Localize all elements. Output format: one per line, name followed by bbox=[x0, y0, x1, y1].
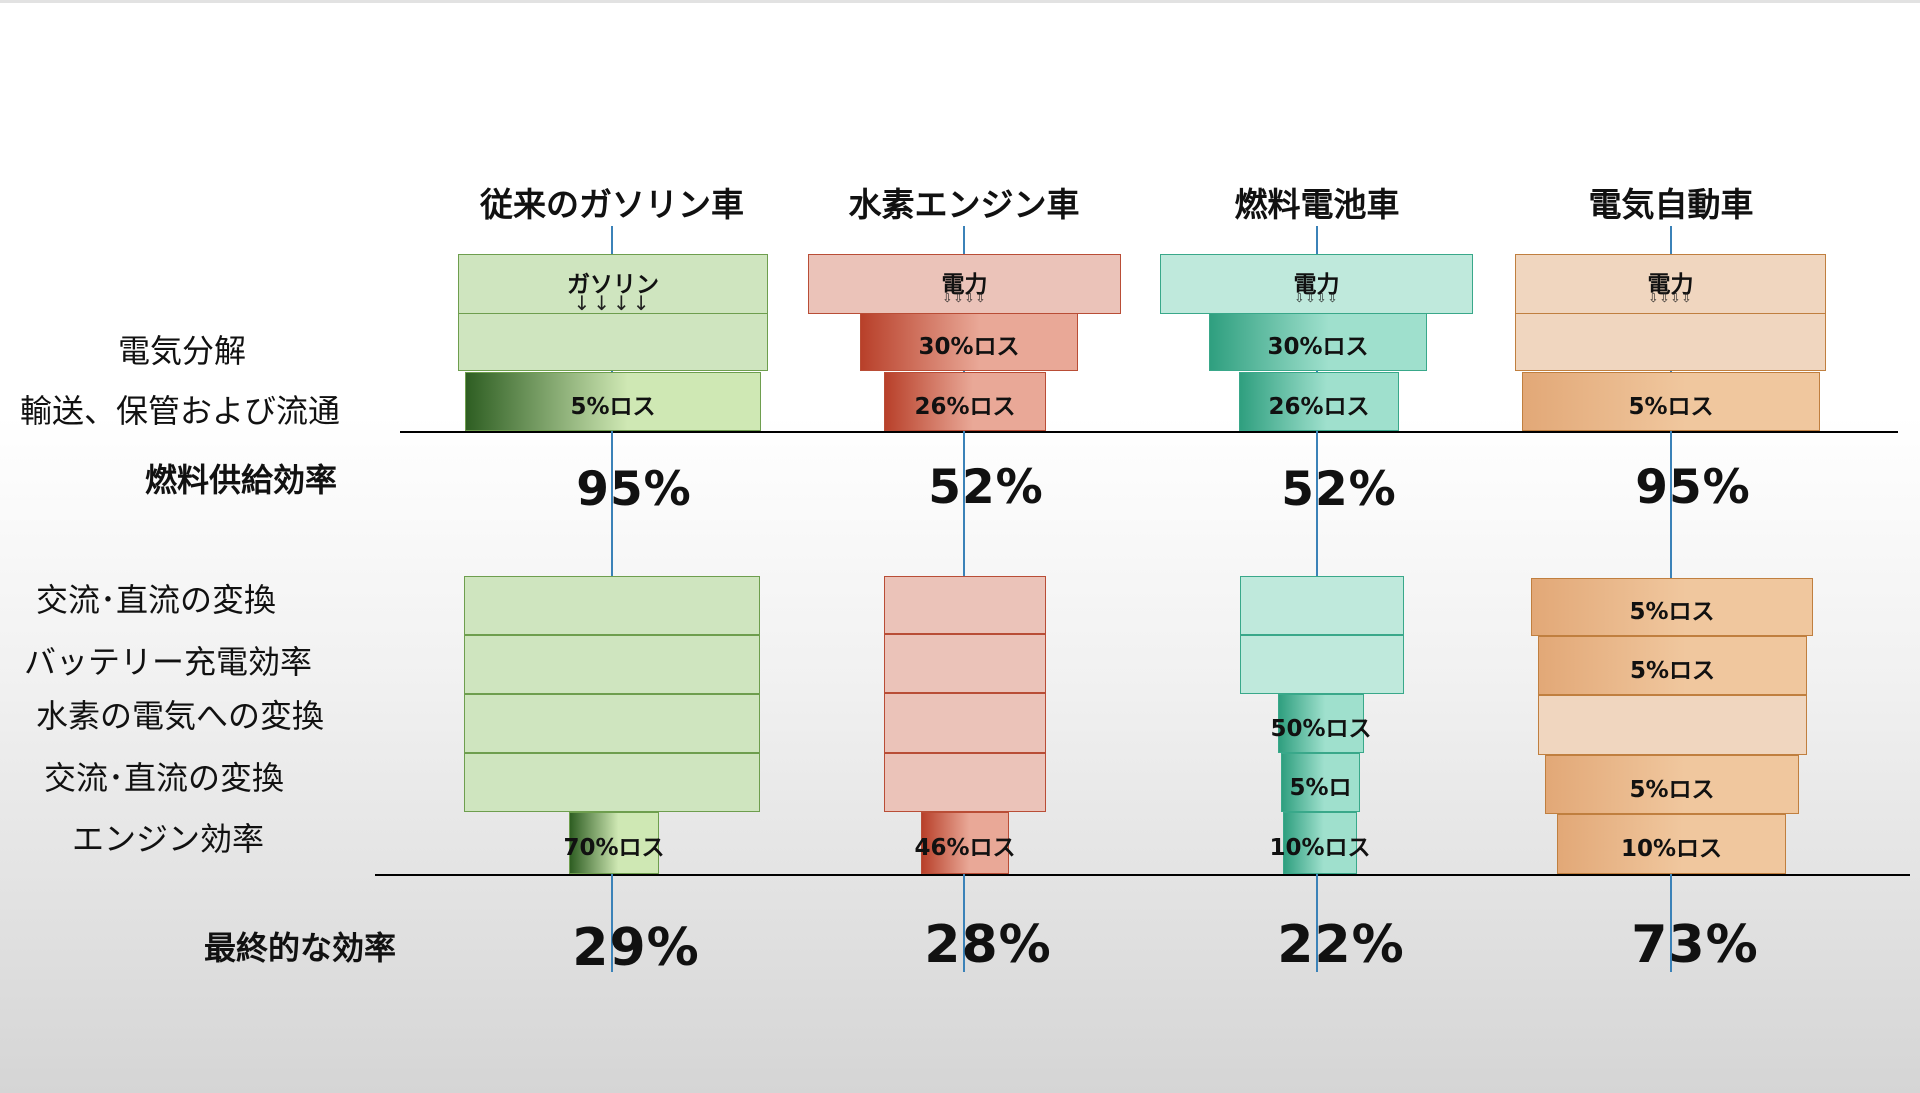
col3-conversion-block-5-label: 10%ロス bbox=[1269, 835, 1371, 861]
col3-conversion-block-5: 10%ロス bbox=[1269, 812, 1371, 874]
col2-conversion-block-1 bbox=[884, 576, 1046, 634]
col3-supply-block-1-label: 30%ロス bbox=[1267, 334, 1369, 360]
col1-supply-block-2: 5%ロス bbox=[465, 372, 761, 431]
col2-supply-block-1: 30%ロス bbox=[860, 313, 1078, 371]
col2-conversion-block-3 bbox=[884, 693, 1046, 753]
col2-source-block: 電力 ⇩⇩⇩⇩ bbox=[808, 254, 1121, 314]
col4-conversion-block-5: 10%ロス bbox=[1557, 814, 1786, 874]
col2-source-arrows-icon: ⇩⇩⇩⇩ bbox=[942, 291, 987, 305]
col3-conversion-block-3: 50%ロス bbox=[1270, 694, 1372, 753]
col3-supply-block-1: 30%ロス bbox=[1209, 313, 1427, 371]
col2-final-efficiency: 28% bbox=[924, 915, 1052, 975]
col1-supply-block-2-label: 5%ロス bbox=[570, 393, 656, 420]
col1-final-efficiency: 29% bbox=[572, 918, 700, 978]
col3-conversion-block-4: 5%ロ bbox=[1281, 753, 1360, 812]
supply-baseline bbox=[400, 431, 1898, 433]
row-label-engine: エンジン効率 bbox=[72, 820, 265, 858]
col1-fuel-supply-efficiency: 95% bbox=[576, 462, 692, 517]
col1-conversion-block-5: 70%ロス bbox=[563, 812, 665, 874]
row-label-acdc-2: 交流･直流の変換 bbox=[44, 759, 285, 797]
col2-conversion-block-4 bbox=[884, 753, 1046, 812]
col1-conversion-block-5-label: 70%ロス bbox=[563, 835, 665, 861]
col3-conversion-block-1 bbox=[1240, 576, 1404, 635]
col4-conversion-block-2: 5%ロス bbox=[1538, 636, 1807, 695]
col1-conversion-block-4 bbox=[464, 753, 760, 812]
row-label-transport: 輸送、保管および流通 bbox=[20, 392, 341, 430]
col4-source-block: 電力 ⇩⇩⇩⇩ bbox=[1515, 254, 1826, 314]
col2-conversion-block-2 bbox=[884, 634, 1046, 693]
row-label-fuel-supply: 燃料供給効率 bbox=[145, 461, 338, 499]
col4-conversion-block-4-label: 5%ロス bbox=[1629, 776, 1715, 803]
col3-supply-block-2: 26%ロス bbox=[1239, 372, 1399, 431]
final-baseline bbox=[375, 874, 1910, 876]
col1-conversion-block-3 bbox=[464, 694, 760, 753]
col1-source-arrows-icon: ↓↓↓↓ bbox=[573, 291, 653, 315]
row-label-electrolysis: 電気分解 bbox=[118, 332, 247, 370]
col2-conversion-block-5: 46%ロス bbox=[914, 812, 1016, 874]
col1-conversion-block-1 bbox=[464, 576, 760, 635]
row-label-final: 最終的な効率 bbox=[204, 929, 397, 967]
col4-fuel-supply-efficiency: 95% bbox=[1635, 460, 1751, 515]
col2-fuel-supply-efficiency: 52% bbox=[928, 460, 1044, 515]
col4-final-efficiency: 73% bbox=[1631, 915, 1759, 975]
col1-conversion-block-2 bbox=[464, 635, 760, 694]
col3-supply-block-2-label: 26%ロス bbox=[1268, 393, 1370, 420]
col3-title: 燃料電池車 bbox=[1234, 185, 1400, 224]
col4-conversion-block-1-label: 5%ロス bbox=[1629, 599, 1715, 625]
top-divider bbox=[0, 0, 1920, 3]
col1-title: 従来のガソリン車 bbox=[480, 185, 744, 224]
col4-title: 電気自動車 bbox=[1588, 185, 1754, 224]
col1-source-label: ガソリン bbox=[567, 272, 659, 298]
col2-conversion-block-5-label: 46%ロス bbox=[914, 835, 1016, 861]
col4-supply-block-1 bbox=[1515, 313, 1826, 371]
col3-conversion-block-3-label: 50%ロス bbox=[1270, 715, 1372, 742]
col4-conversion-block-5-label: 10%ロス bbox=[1620, 836, 1723, 862]
col4-supply-block-2-label: 5%ロス bbox=[1628, 393, 1714, 420]
col3-source-block: 電力 ⇩⇩⇩⇩ bbox=[1160, 254, 1473, 314]
col4-conversion-block-3 bbox=[1538, 695, 1807, 755]
col2-supply-block-2-label: 26%ロス bbox=[914, 393, 1016, 420]
col3-fuel-supply-efficiency: 52% bbox=[1281, 462, 1397, 517]
row-label-h2-to-power: 水素の電気への変換 bbox=[36, 697, 325, 735]
col1-source-block: ガソリン ↓↓↓↓ bbox=[458, 254, 768, 315]
col3-conversion-block-4-label: 5%ロ bbox=[1289, 774, 1352, 801]
col2-supply-block-1-label: 30%ロス bbox=[918, 334, 1020, 360]
col3-conversion-block-2 bbox=[1240, 635, 1404, 694]
col4-conversion-block-2-label: 5%ロス bbox=[1629, 657, 1716, 684]
col2-title: 水素エンジン車 bbox=[848, 185, 1080, 224]
col3-source-arrows-icon: ⇩⇩⇩⇩ bbox=[1294, 291, 1339, 305]
col4-conversion-block-1: 5%ロス bbox=[1531, 578, 1813, 636]
col2-source-label: 電力 bbox=[941, 272, 988, 298]
row-label-acdc-1: 交流･直流の変換 bbox=[36, 581, 277, 619]
col1-supply-block-1 bbox=[458, 313, 768, 371]
col4-source-arrows-icon: ⇩⇩⇩⇩ bbox=[1648, 291, 1693, 305]
col4-source-label: 電力 bbox=[1647, 272, 1694, 298]
col4-supply-block-2: 5%ロス bbox=[1522, 372, 1820, 431]
row-label-battery: バッテリー充電効率 bbox=[24, 643, 313, 681]
col2-supply-block-2: 26%ロス bbox=[884, 372, 1046, 431]
col3-source-label: 電力 bbox=[1293, 272, 1340, 298]
col4-conversion-block-4: 5%ロス bbox=[1545, 755, 1799, 814]
col3-final-efficiency: 22% bbox=[1277, 915, 1405, 975]
